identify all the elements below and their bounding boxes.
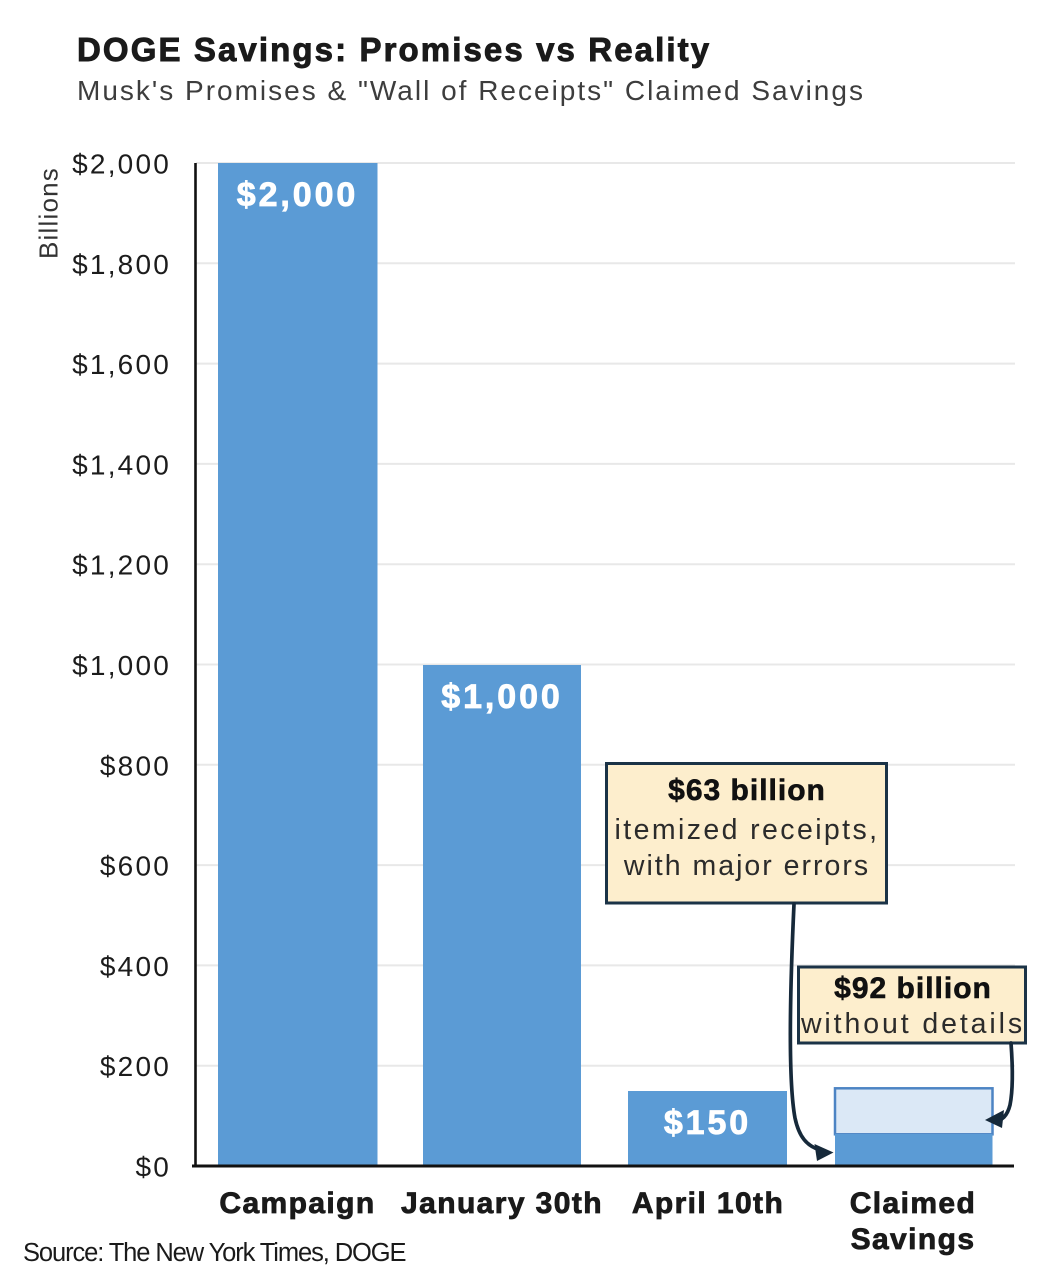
svg-text:$150: $150 [664,1104,751,1142]
svg-text:$2,000: $2,000 [237,176,358,214]
svg-text:$1,000: $1,000 [441,678,562,716]
svg-text:January 30th: January 30th [401,1187,603,1220]
svg-text:$400: $400 [100,951,171,982]
svg-text:$2,000: $2,000 [72,149,171,180]
svg-text:Billions: Billions [34,167,64,259]
svg-text:$1,000: $1,000 [72,650,171,681]
svg-text:$1,400: $1,400 [72,449,171,480]
svg-text:$92 billion: $92 billion [834,972,992,1005]
svg-text:$1,800: $1,800 [72,249,171,280]
svg-text:Campaign: Campaign [219,1187,375,1220]
svg-text:$200: $200 [100,1051,171,1082]
svg-text:$800: $800 [100,750,171,781]
svg-text:$600: $600 [100,851,171,882]
svg-text:itemized receipts,: itemized receipts, [615,814,880,846]
svg-text:$0: $0 [135,1152,171,1183]
svg-text:Claimed: Claimed [850,1187,977,1220]
svg-text:Source: The New York Times, DO: Source: The New York Times, DOGE [23,1239,406,1267]
svg-text:$1,600: $1,600 [72,349,171,380]
svg-text:$63 billion: $63 billion [668,774,826,807]
svg-text:DOGE Savings: Promises vs Real: DOGE Savings: Promises vs Reality [77,31,711,68]
svg-text:April 10th: April 10th [632,1187,784,1220]
svg-text:without details: without details [800,1008,1025,1040]
svg-text:with major errors: with major errors [623,850,870,882]
svg-text:$1,200: $1,200 [72,550,171,581]
svg-text:Musk's Promises & "Wall of Rec: Musk's Promises & "Wall of Receipts" Cla… [77,75,865,106]
svg-text:Savings: Savings [851,1223,976,1256]
